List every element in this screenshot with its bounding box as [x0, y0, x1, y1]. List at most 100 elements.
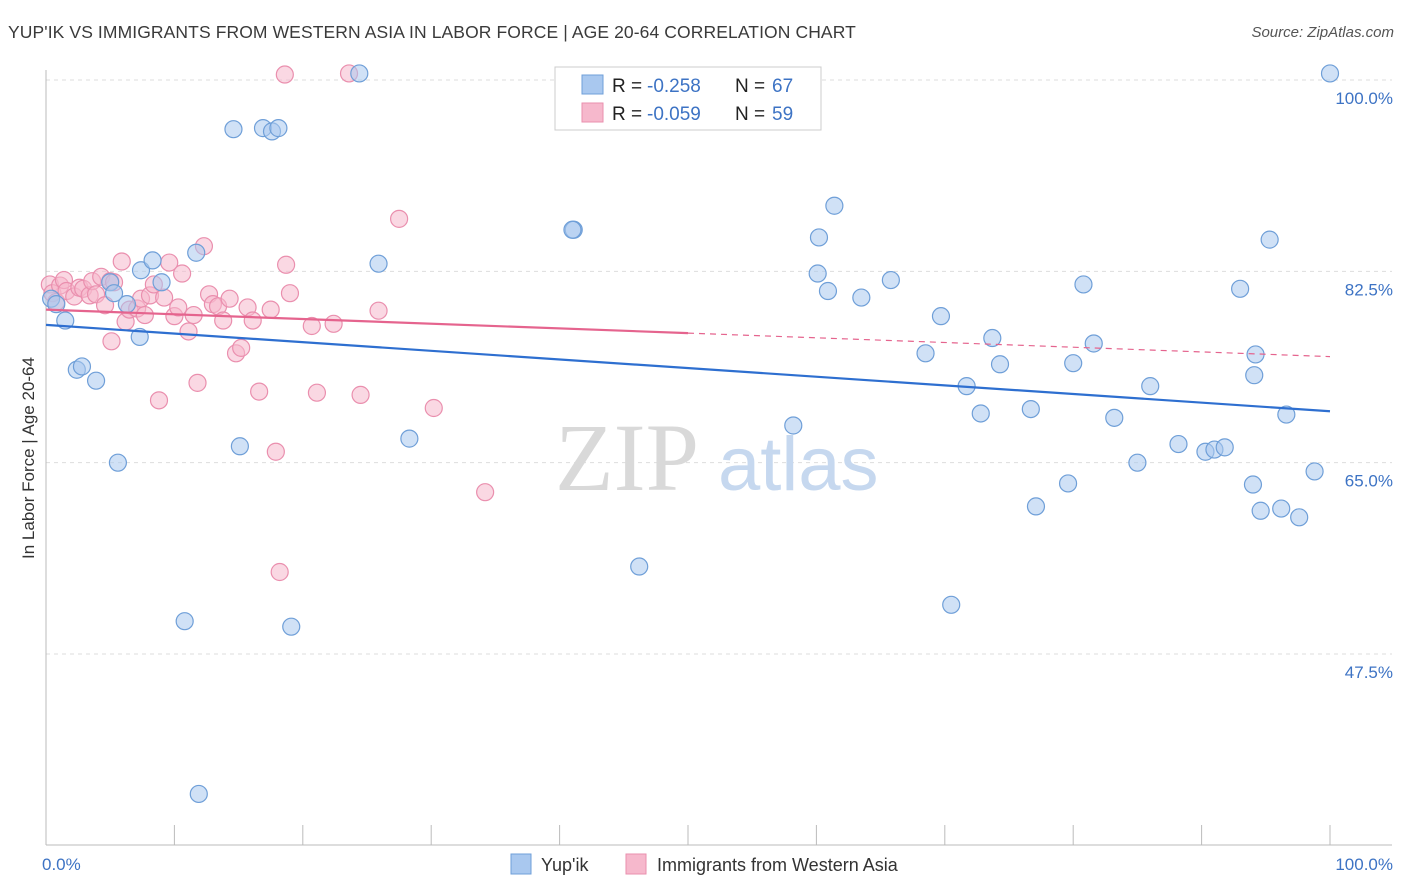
western-asia-point	[302, 316, 321, 336]
yupik-point	[230, 437, 249, 456]
western-asia-point	[188, 373, 207, 392]
series-legend: Yup'ik Immigrants from Western Asia	[510, 853, 899, 875]
yupik-point	[189, 784, 208, 804]
yupik-point	[282, 617, 301, 636]
series-legend-swatch-yupik	[510, 853, 532, 875]
yupik-point	[1021, 399, 1040, 419]
yupik-point	[1251, 501, 1270, 520]
yupik-point	[942, 595, 961, 614]
watermark-atlas: atlas	[718, 422, 879, 507]
yupik-point	[1290, 508, 1309, 527]
western-asia-trend-line-extrapolated	[687, 332, 1331, 358]
yupik-point	[881, 270, 900, 290]
yupik-point	[1215, 438, 1234, 457]
western-asia-point	[275, 65, 294, 84]
yupik-point	[1074, 275, 1093, 294]
correlation-legend: R = -0.258 N = 67 R = -0.059 N = 59	[554, 66, 822, 131]
western-asia-point	[369, 301, 388, 320]
yupik-point	[1105, 408, 1124, 427]
western-asia-point	[261, 300, 280, 319]
yupik-point	[1169, 434, 1188, 454]
legend-r-label-1: R =	[612, 76, 642, 97]
y-tick-label: 65.0%	[1345, 472, 1393, 491]
western-asia-point	[169, 298, 188, 317]
yupik-point	[175, 612, 194, 631]
yupik-point	[818, 281, 838, 301]
x-tick-label: 100.0%	[1335, 855, 1393, 874]
western-asia-point	[135, 305, 154, 325]
yupik-point	[990, 355, 1010, 374]
legend-n-value-1: 67	[772, 76, 793, 97]
legend-swatch-western-asia	[581, 102, 604, 123]
yupik-point	[131, 261, 151, 280]
western-asia-point	[270, 562, 289, 582]
western-asia-point	[243, 311, 262, 330]
y-tick-label: 47.5%	[1345, 663, 1393, 682]
yupik-point	[350, 64, 369, 83]
data-points	[40, 64, 1340, 804]
yupik-point	[852, 288, 871, 307]
yupik-point	[224, 120, 243, 139]
western-asia-point	[232, 338, 251, 357]
yupik-point	[1064, 354, 1083, 373]
western-asia-point	[324, 314, 343, 333]
yupik-point	[400, 429, 419, 448]
yupik-point	[1141, 377, 1160, 396]
western-asia-point	[149, 391, 169, 410]
legend-r-value-1: -0.258	[647, 76, 701, 97]
trend-lines	[45, 308, 1331, 413]
series-legend-swatch-western-asia	[625, 853, 647, 875]
yupik-point	[808, 264, 827, 283]
western-asia-point	[351, 385, 370, 404]
yupik-point	[269, 119, 288, 138]
series-legend-label-western-asia: Immigrants from Western Asia	[657, 855, 899, 875]
yupik-point	[1260, 230, 1279, 249]
yupik-point	[1245, 366, 1264, 385]
yupik-point	[1231, 279, 1250, 298]
yupik-point	[563, 220, 582, 239]
yupik-point	[152, 273, 171, 292]
grid-lines	[46, 79, 1392, 655]
legend-n-value-2: 59	[772, 104, 793, 125]
western-asia-point	[179, 322, 198, 341]
western-asia-point	[424, 398, 443, 418]
yupik-point	[784, 416, 803, 435]
yupik-point	[630, 557, 649, 576]
western-asia-point	[95, 296, 115, 315]
yupik-point	[1320, 64, 1340, 83]
yupik-point	[72, 357, 92, 376]
yupik-point	[56, 311, 75, 330]
watermark-zip: ZIP	[555, 404, 699, 511]
legend-n-label-2: N =	[735, 104, 765, 125]
yupik-point	[1128, 453, 1147, 472]
yupik-point	[108, 453, 128, 472]
yupik-point	[104, 284, 124, 303]
legend-n-label-1: N =	[735, 76, 765, 97]
y-axis-label: In Labor Force | Age 20-64	[19, 357, 38, 559]
source-credit: Source: ZipAtlas.com	[1251, 24, 1394, 41]
yupik-point	[1058, 474, 1078, 493]
watermark: ZIP atlas	[555, 404, 879, 511]
yupik-point	[187, 243, 206, 262]
western-asia-point	[390, 209, 409, 228]
yupik-point	[1084, 334, 1103, 353]
yupik-point	[143, 251, 162, 270]
yupik-point	[931, 307, 951, 326]
western-asia-point	[307, 383, 327, 402]
yupik-point	[809, 228, 829, 247]
yupik-point	[1277, 405, 1296, 424]
y-tick-label: 100.0%	[1335, 89, 1393, 108]
yupik-point	[86, 371, 106, 390]
yupik-point	[369, 254, 388, 273]
western-asia-point	[173, 264, 192, 283]
yupik-point	[916, 344, 935, 363]
western-asia-point	[220, 289, 239, 308]
western-asia-point	[476, 483, 495, 502]
western-asia-point	[277, 255, 296, 274]
yupik-point	[1026, 497, 1046, 516]
y-tick-label: 82.5%	[1345, 280, 1393, 299]
yupik-point	[47, 295, 66, 314]
yupik-point	[1272, 499, 1291, 518]
yupik-point	[983, 328, 1002, 348]
